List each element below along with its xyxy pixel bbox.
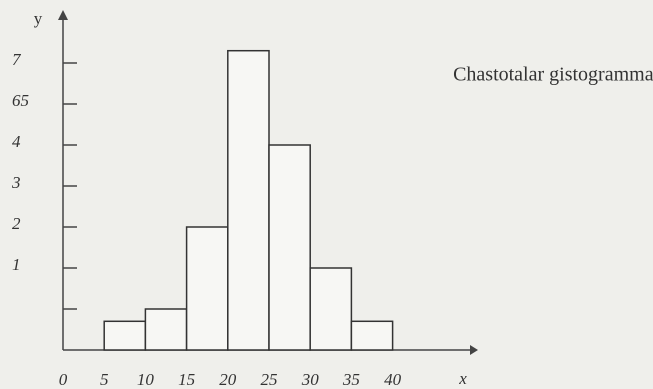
y-arrow [58, 10, 68, 20]
y-tick-label: 3 [11, 173, 21, 192]
bar [185, 226, 229, 351]
x-tick-label: 10 [137, 370, 155, 389]
y-axis-label: y [34, 9, 43, 28]
y-tick-label: 1 [12, 255, 21, 274]
bar [227, 49, 270, 351]
bar [144, 308, 188, 351]
x-tick-label: 20 [219, 370, 237, 389]
y-tick-label: 4 [12, 132, 21, 151]
bar [350, 320, 394, 351]
x-tick-label: 30 [301, 370, 320, 389]
bar [268, 144, 311, 351]
y-tick-label: 2 [12, 214, 21, 233]
y-tick-label: 65 [12, 91, 29, 110]
x-tick-label: 0 [59, 370, 68, 389]
x-tick-label: 35 [342, 370, 360, 389]
chart-title: Chastotalar gistogrammasi [453, 64, 653, 86]
x-tick-label: 15 [178, 370, 195, 389]
bar [103, 320, 147, 351]
x-tick-label: 25 [261, 370, 278, 389]
y-tick-label: 7 [12, 50, 22, 69]
x-tick-label: 40 [384, 370, 402, 389]
x-arrow [470, 345, 478, 355]
bar [309, 267, 353, 351]
x-tick-label: 5 [100, 370, 109, 389]
x-axis-label: x [458, 369, 467, 388]
